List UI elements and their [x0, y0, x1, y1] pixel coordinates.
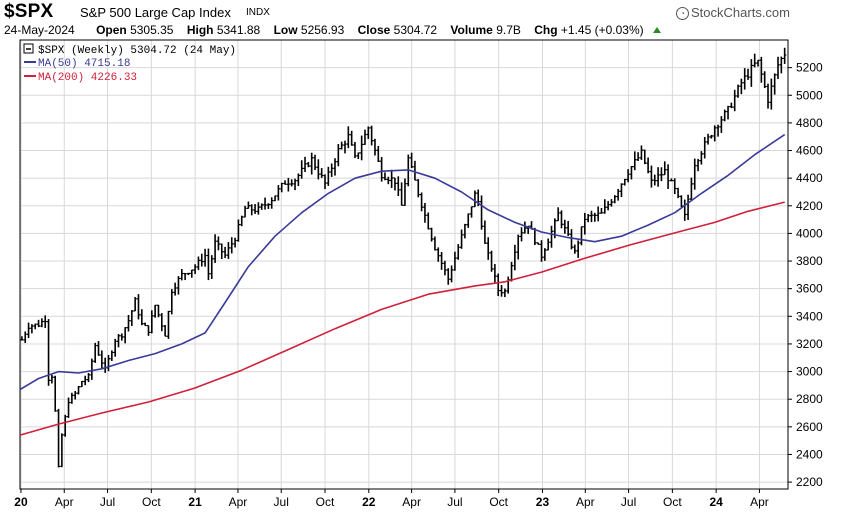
- brand-link[interactable]: ◔ StockCharts.com: [676, 5, 790, 20]
- chg-label: Chg: [534, 23, 558, 37]
- ma50-line: [19, 133, 786, 391]
- y-tick-label: 4400: [796, 171, 823, 185]
- low-label: Low: [273, 23, 298, 37]
- x-tick-label: Jul: [274, 495, 289, 509]
- x-tick-label: Oct: [142, 495, 161, 509]
- x-tick-label: 22: [362, 495, 376, 509]
- y-tick-label: 2800: [796, 392, 823, 406]
- y-tick-label: 3200: [796, 337, 823, 351]
- brand-name: StockCharts.com: [691, 5, 790, 20]
- x-tick-label: Apr: [402, 495, 421, 509]
- x-tick-label: Oct: [663, 495, 682, 509]
- open-value: 5305.35: [130, 23, 174, 37]
- y-tick-label: 4000: [796, 226, 823, 240]
- chart-legend: $SPX (Weekly) 5304.72 (24 May) MA(50) 47…: [23, 43, 236, 84]
- chart-grid: [20, 40, 788, 489]
- y-tick-label: 4800: [796, 116, 823, 130]
- price-series: [20, 47, 787, 469]
- x-tick-label: Oct: [316, 495, 335, 509]
- y-tick-label: 3800: [796, 254, 823, 268]
- ticker-symbol: $SPX: [4, 1, 54, 22]
- legend-price: $SPX (Weekly) 5304.72 (24 May): [38, 45, 236, 57]
- exchange-label: INDX: [246, 7, 270, 18]
- index-name: S&P 500 Large Cap Index: [80, 5, 231, 20]
- x-tick-label: Jul: [100, 495, 115, 509]
- y-tick-label: 5200: [796, 61, 823, 75]
- x-tick-label: Jul: [621, 495, 636, 509]
- y-tick-label: 5000: [796, 88, 823, 102]
- volume-value: 9.7B: [496, 23, 521, 37]
- y-tick-label: 2400: [796, 447, 823, 461]
- y-tick-label: 3600: [796, 282, 823, 296]
- close-value: 5304.72: [393, 23, 438, 37]
- up-arrow-icon: [652, 27, 661, 33]
- high-label: High: [186, 23, 214, 37]
- y-tick-label: 2600: [796, 420, 823, 434]
- x-tick-label: Apr: [229, 495, 248, 509]
- low-value: 5256.93: [300, 23, 345, 37]
- legend-ma50: MA(50) 4715.18: [38, 58, 130, 70]
- stockcharts-logo-icon: ◔: [676, 7, 690, 20]
- y-tick-label: 4200: [796, 199, 823, 213]
- open-label: Open: [96, 23, 127, 37]
- ma200-line: [19, 201, 785, 436]
- chart-header: $SPX S&P 500 Large Cap Index INDX ◔ Stock…: [0, 0, 848, 40]
- y-axis: 2200 2400 2600 2800 3000 3200 3400 3600 3800 4000…: [788, 61, 823, 489]
- x-tick-label: Apr: [55, 495, 74, 509]
- plot-frame: [19, 39, 789, 490]
- legend-ma200: MA(200) 4226.33: [38, 72, 137, 84]
- y-tick-label: 4600: [796, 144, 823, 158]
- x-tick-label: 24: [709, 495, 723, 509]
- x-tick-label: 23: [536, 495, 550, 509]
- y-tick-label: 3400: [796, 309, 823, 323]
- chart-series: [19, 47, 787, 469]
- x-tick-label: Apr: [750, 495, 769, 509]
- quote-date: 24-May-2024: [4, 23, 75, 37]
- x-tick-label: 20: [14, 495, 28, 509]
- x-axis: 20 Apr Jul Oct 21 Apr Jul Oct 22 Apr Jul Oct 23 Apr Ju…: [14, 489, 769, 509]
- x-tick-label: 21: [188, 495, 202, 509]
- close-label: Close: [357, 23, 391, 37]
- high-value: 5341.88: [216, 23, 261, 37]
- x-tick-label: Oct: [489, 495, 508, 509]
- y-tick-label: 3000: [796, 365, 823, 379]
- volume-label: Volume: [450, 23, 493, 37]
- y-tick-label: 2200: [796, 475, 823, 489]
- x-tick-label: Apr: [576, 495, 595, 509]
- x-tick-label: Jul: [447, 495, 462, 509]
- quote-line: 24-May-2024 Open 5305.35 High 5341.88 Lo…: [4, 23, 661, 37]
- chg-value: +1.45 (+0.03%): [560, 23, 644, 37]
